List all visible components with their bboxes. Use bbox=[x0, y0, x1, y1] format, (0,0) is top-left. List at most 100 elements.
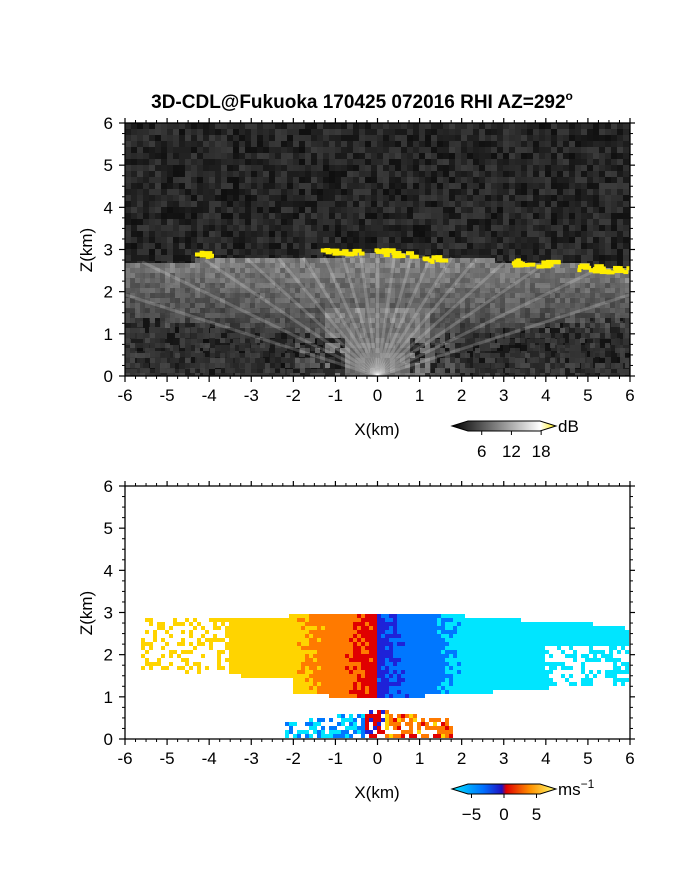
noise-cell bbox=[401, 141, 407, 147]
cloud-cell bbox=[340, 278, 345, 283]
noise-cell bbox=[485, 225, 491, 231]
noise-cell bbox=[365, 237, 371, 243]
noise-cell bbox=[437, 123, 443, 129]
noise-cell bbox=[191, 123, 197, 129]
noise-cell bbox=[473, 237, 479, 243]
noise-cell bbox=[209, 339, 215, 345]
noise-cell bbox=[245, 219, 251, 225]
noise-cell bbox=[467, 171, 473, 177]
noise-cell bbox=[305, 177, 311, 183]
noise-cell bbox=[347, 141, 353, 147]
noise-cell bbox=[227, 123, 233, 129]
noise-cell bbox=[437, 207, 443, 213]
cloud-cell bbox=[300, 308, 305, 313]
noise-cell bbox=[611, 243, 617, 249]
noise-cell bbox=[437, 135, 443, 141]
noise-cell bbox=[269, 207, 275, 213]
noise-cell bbox=[461, 159, 467, 165]
cloud-cell bbox=[320, 323, 325, 328]
cloud-cell bbox=[370, 263, 375, 268]
noise-cell bbox=[533, 165, 539, 171]
noise-cell bbox=[407, 129, 413, 135]
cloud-cell bbox=[130, 328, 135, 333]
noise-cell bbox=[599, 195, 605, 201]
cloud-cell bbox=[255, 283, 260, 288]
noise-cell bbox=[515, 207, 521, 213]
title-text: 3D-CDL@Fukuoka 170425 072016 RHI AZ=292 bbox=[151, 92, 565, 113]
noise-cell bbox=[197, 189, 203, 195]
noise-cell bbox=[143, 357, 149, 363]
noise-cell bbox=[383, 219, 389, 225]
noise-cell bbox=[125, 237, 131, 243]
cloud-cell bbox=[270, 273, 275, 278]
cloud-cell bbox=[130, 318, 135, 323]
cloud-cell bbox=[365, 323, 370, 328]
noise-cell bbox=[605, 183, 611, 189]
noise-cell bbox=[401, 189, 407, 195]
noise-cell bbox=[569, 243, 575, 249]
cloud-cell bbox=[280, 303, 285, 308]
noise-cell bbox=[389, 189, 395, 195]
noise-cell bbox=[179, 363, 185, 369]
cloud-cell bbox=[445, 293, 450, 298]
cloud-cell bbox=[180, 343, 185, 348]
cloud-cell bbox=[165, 288, 170, 293]
cloud-cell bbox=[260, 358, 265, 363]
cloud-cell bbox=[175, 333, 180, 338]
noise-cell bbox=[563, 189, 569, 195]
cloud-cell bbox=[210, 283, 215, 288]
noise-cell bbox=[329, 123, 335, 129]
cloud-cell bbox=[280, 308, 285, 313]
noise-cell bbox=[281, 219, 287, 225]
cloud-cell bbox=[355, 318, 360, 323]
cloud-cell bbox=[350, 313, 355, 318]
noise-cell bbox=[413, 177, 419, 183]
cloud-cell bbox=[150, 298, 155, 303]
noise-cell bbox=[545, 129, 551, 135]
noise-cell bbox=[581, 147, 587, 153]
cloud-cell bbox=[270, 353, 275, 358]
noise-cell bbox=[185, 231, 191, 237]
cloud-cell bbox=[135, 273, 140, 278]
noise-cell bbox=[617, 201, 623, 207]
noise-cell bbox=[311, 249, 317, 255]
noise-cell bbox=[599, 231, 605, 237]
noise-cell bbox=[515, 219, 521, 225]
noise-cell bbox=[353, 219, 359, 225]
noise-cell bbox=[473, 159, 479, 165]
noise-cell bbox=[185, 321, 191, 327]
cloud-cell bbox=[175, 278, 180, 283]
noise-cell bbox=[557, 123, 563, 129]
noise-cell bbox=[509, 153, 515, 159]
cloud-cell bbox=[155, 313, 160, 318]
noise-cell bbox=[131, 231, 137, 237]
noise-cell bbox=[479, 237, 485, 243]
noise-cell bbox=[167, 249, 173, 255]
cloud-cell bbox=[315, 258, 320, 263]
cloud-cell bbox=[350, 308, 355, 313]
cloud-cell bbox=[325, 333, 330, 338]
noise-cell bbox=[239, 171, 245, 177]
noise-cell bbox=[359, 129, 365, 135]
cloud-cell bbox=[310, 353, 315, 358]
noise-cell bbox=[551, 225, 557, 231]
noise-cell bbox=[473, 219, 479, 225]
noise-cell bbox=[191, 153, 197, 159]
cloud-cell bbox=[385, 328, 390, 333]
noise-cell bbox=[161, 195, 167, 201]
noise-cell bbox=[311, 165, 317, 171]
noise-cell bbox=[311, 177, 317, 183]
noise-cell bbox=[233, 363, 239, 369]
noise-cell bbox=[437, 129, 443, 135]
cloud-cell bbox=[220, 308, 225, 313]
cloud-cell bbox=[270, 293, 275, 298]
noise-cell bbox=[581, 243, 587, 249]
cloud-cell bbox=[145, 298, 150, 303]
cloud-cell bbox=[160, 288, 165, 293]
noise-cell bbox=[167, 231, 173, 237]
cloud-cell bbox=[145, 353, 150, 358]
noise-cell bbox=[203, 129, 209, 135]
cloud-cell bbox=[295, 258, 300, 263]
noise-cell bbox=[473, 207, 479, 213]
cloud-cell bbox=[450, 343, 455, 348]
